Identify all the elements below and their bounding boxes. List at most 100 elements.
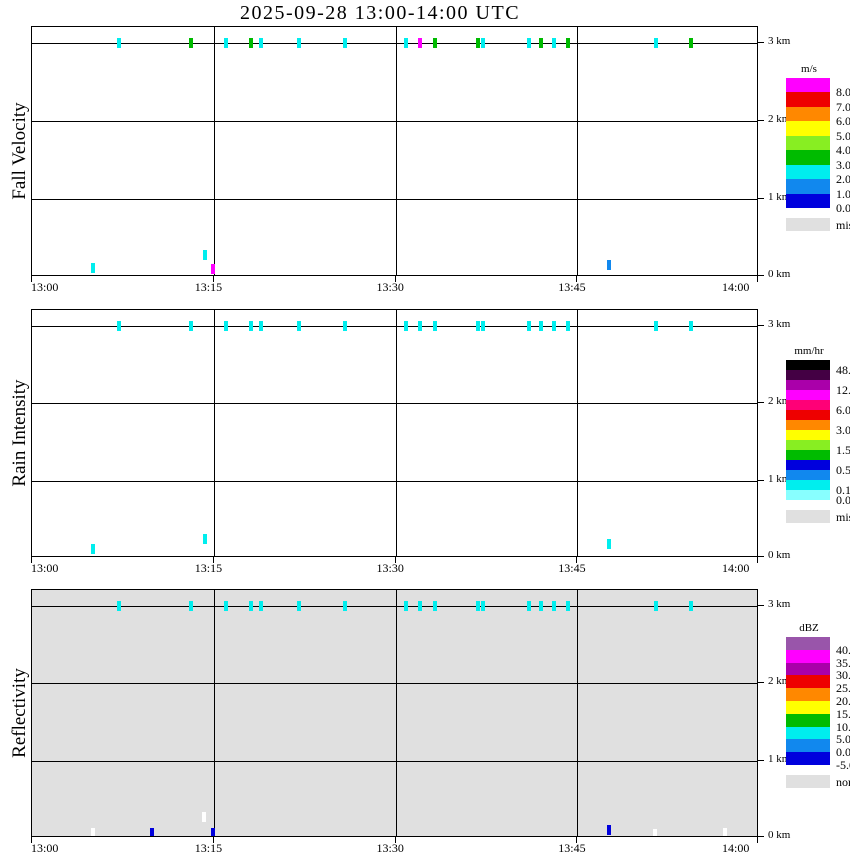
data-mark [475,37,480,48]
colorbar-tick-label: -5.0 [836,758,850,772]
y-tick [758,479,764,481]
panel-title-reflectivity: Reflectivity [9,668,30,758]
colorbar-swatches [786,637,830,765]
data-mark [689,600,694,611]
y-axis-label: 2 km [768,112,791,125]
x-tick [757,837,758,843]
colorbar-tick-label: 6.0 [836,403,850,417]
x-tick [576,557,578,563]
panel-fall-velocity: 0 km 1 km 2 km 3 km [31,26,790,282]
data-mark [526,320,531,331]
y-tick [758,682,764,683]
y-axis-label: 2 km [768,395,791,407]
x-axis-label: 13:15 [194,841,223,855]
colorbar-swatch [786,440,830,450]
colorbar-tick-label: 20.0 [836,694,850,708]
gridline-vertical [577,590,579,836]
data-mark [475,600,480,611]
data-mark [259,320,263,331]
plot-area-fall-velocity [31,26,758,276]
colorbar-swatch [786,380,830,390]
y-tick [758,275,764,276]
gridline-vertical [577,27,579,275]
y-axis-label: 2 km [768,675,791,687]
data-mark [117,37,122,48]
data-mark [117,600,122,611]
colorbar-swatch [786,726,830,740]
data-mark [526,600,531,611]
data-mark [202,812,207,823]
colorbar-missing-label: none [836,775,850,789]
gridline-horizontal [32,42,757,44]
colorbar-tick-label: 1.5 [836,443,850,457]
gridline-vertical [395,27,397,275]
y-axis-label: 3 km [768,597,791,610]
data-mark [654,600,658,611]
data-mark [538,37,543,48]
colorbar-tick-label: 0.1 [836,483,850,497]
x-tick [394,276,396,282]
data-mark [538,600,543,611]
colorbar-tick-label: 6.0 [836,114,850,129]
y-axis-label: 1 km [768,190,791,203]
data-mark [480,320,485,331]
x-tick [394,557,396,563]
data-mark [249,600,254,611]
data-mark [223,320,228,331]
colorbar-missing-swatch [786,510,830,523]
colorbar-swatch [786,92,830,107]
colorbar-tick-label: 1.0 [836,186,850,201]
figure-title: 2025-09-28 13:00-14:00 UTC [239,2,521,24]
data-mark [552,37,557,48]
data-mark [117,320,122,331]
colorbar-units-fall-velocity: m/s [801,63,817,75]
x-tick [212,837,214,843]
colorbar-units-reflectivity: dBZ [799,622,819,634]
x-tick [31,557,32,563]
x-axis-label: 13:45 [558,841,586,855]
data-mark [606,259,611,270]
colorbar-swatches [786,78,830,208]
data-mark [210,264,215,275]
colorbar-tick-label: 3.0 [836,157,850,172]
gridline-vertical [577,310,579,556]
colorbar-swatch [786,78,830,93]
y-tick [758,41,764,43]
data-mark [223,37,228,48]
colorbar-swatches [786,360,830,500]
data-mark [90,543,95,554]
colorbar-swatch [786,662,830,676]
panel-title-rain-intensity: Rain Intensity [9,379,30,487]
colorbar-swatch [786,370,830,380]
data-mark [417,600,422,611]
data-mark [210,828,215,836]
colorbar-swatch [786,470,830,480]
colorbar-tick-label: 7.0 [836,99,850,114]
colorbar-swatch [786,360,830,370]
data-mark [203,250,208,261]
data-mark [342,600,347,611]
x-axis-label: 13:30 [376,280,404,294]
colorbar-tick-label: 0.5 [836,463,850,477]
x-axis-label: 13:45 [558,280,586,294]
data-mark [404,600,409,611]
data-mark [480,37,485,48]
x-axis-label: 13:00 [31,841,59,855]
y-tick [758,759,764,761]
colorbar-swatch [786,460,830,470]
colorbar-swatch [786,430,830,440]
data-mark [480,600,485,611]
colorbar-tick-label: 0.0 [836,493,850,507]
gridline-horizontal [32,683,757,684]
colorbar-swatch [786,700,830,714]
data-mark [723,828,728,836]
colorbar-tick-label: 4.0 [836,143,850,158]
data-mark [654,37,658,48]
y-axis-label: 0 km [768,268,791,280]
colorbar-tick-label: 2.0 [836,172,850,187]
colorbar-swatch [786,106,830,122]
gridline-horizontal [32,480,757,482]
colorbar-tick-label: 35.0 [836,655,850,670]
data-mark [417,320,422,331]
gridline-horizontal [32,120,757,122]
